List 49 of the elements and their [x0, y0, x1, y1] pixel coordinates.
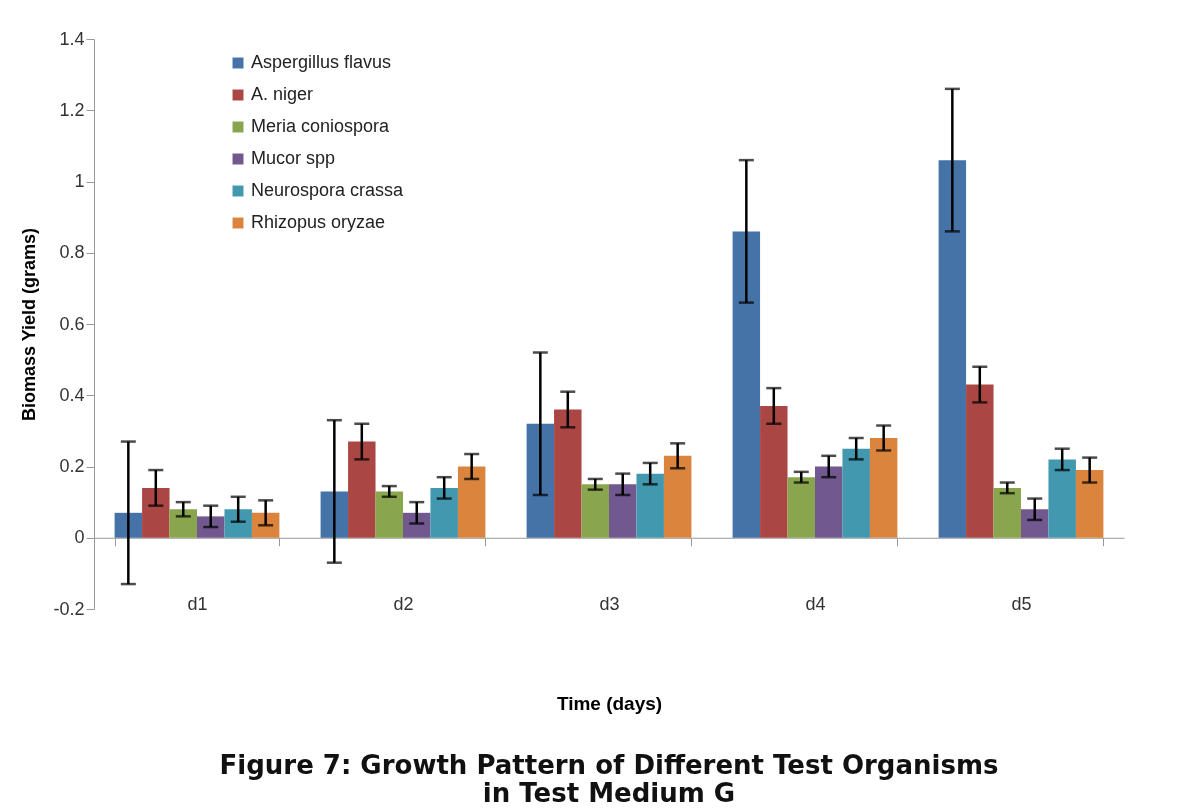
bar [636, 473, 664, 538]
x-tick-label: d2 [393, 594, 414, 615]
bar [760, 405, 788, 538]
legend-label: Aspergillus flavus [251, 52, 392, 72]
x-tick-label: d3 [599, 594, 620, 615]
bar [732, 231, 761, 538]
bar [609, 484, 637, 538]
bar [663, 455, 692, 538]
legend-label: Mucor spp [251, 148, 336, 168]
y-tick-label: 0.4 [59, 384, 85, 405]
x-tick-label: d5 [1011, 594, 1032, 615]
bar [787, 477, 815, 538]
bar [169, 509, 197, 538]
y-tick-label: 1.2 [59, 99, 85, 120]
bar [869, 438, 898, 538]
bar [224, 509, 252, 538]
x-tick-label: d1 [187, 594, 208, 615]
y-tick-label: 0.8 [59, 242, 85, 263]
y-tick-label: 0 [74, 527, 85, 548]
bar [581, 484, 609, 538]
bar [938, 160, 967, 538]
x-tick-label: d4 [805, 594, 826, 615]
bar [1048, 459, 1076, 538]
y-tick-label: 1.4 [59, 28, 85, 49]
bar [430, 487, 458, 538]
y-tick-label: -0.2 [53, 598, 85, 619]
bar [457, 466, 486, 538]
bar [1075, 470, 1104, 538]
bar [375, 491, 403, 538]
bar [1021, 509, 1049, 538]
bar [842, 448, 870, 538]
bar [815, 466, 843, 538]
y-tick-label: 0.2 [59, 456, 85, 476]
bar [993, 487, 1021, 538]
bar [966, 384, 994, 538]
bar [554, 409, 582, 538]
y-tick-label: 1 [74, 171, 85, 191]
y-axis-title: Biomass Yield (grams) [19, 227, 40, 422]
legend-label: Meria coniospora [251, 116, 391, 136]
x-axis-title: Time (days) [556, 692, 663, 714]
bar [142, 487, 170, 538]
y-tick-label: 0.6 [59, 313, 85, 334]
legend-label: Rhizopus oryzae [251, 212, 386, 232]
text: Figure 7: Growth Pattern of Different Test Organisms in Test Medium G [219, 750, 999, 808]
legend-label: A. niger [251, 84, 314, 104]
bar [348, 441, 376, 538]
bar [526, 423, 555, 538]
bar [197, 516, 225, 538]
legend-label: Neurospora crassa [251, 180, 405, 200]
